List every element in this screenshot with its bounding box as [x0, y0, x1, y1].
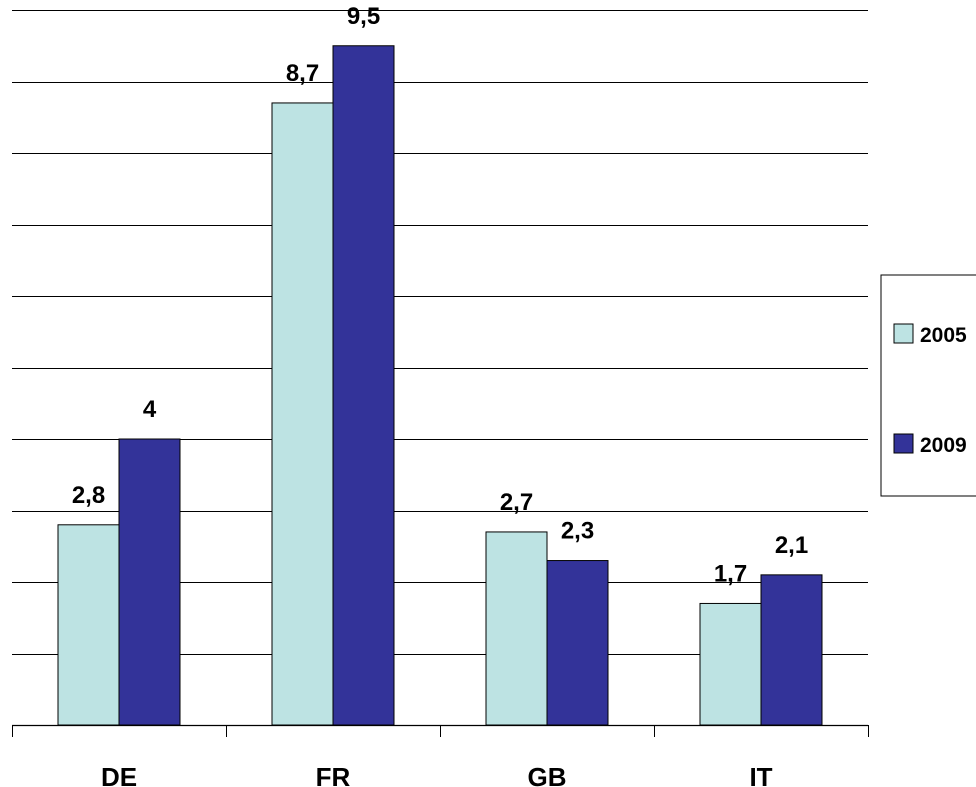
legend: 2005 2009 [880, 274, 976, 497]
x-axis: DE FR GB IT [12, 724, 869, 787]
bar-fr-2009 [332, 45, 395, 726]
legend-label-2009: 2009 [920, 434, 967, 457]
bar-it-2009 [760, 574, 823, 726]
x-tick-label-fr: FR [316, 762, 351, 787]
data-label-gb-2009: 2,3 [561, 518, 594, 545]
data-label-fr-2005: 8,7 [286, 60, 319, 87]
bar-gb-2009 [546, 560, 609, 726]
data-label-gb-2005: 2,7 [500, 489, 533, 516]
data-label-fr-2009: 9,5 [347, 3, 380, 30]
bar-de-2005 [57, 524, 120, 726]
x-tick-label-it: IT [749, 762, 772, 787]
x-tick-label-gb: GB [528, 762, 567, 787]
bar-fr-2005 [271, 102, 334, 726]
data-label-de-2005: 2,8 [72, 482, 105, 509]
data-label-it-2005: 1,7 [714, 560, 747, 587]
x-tick-label-de: DE [101, 762, 137, 787]
legend-swatch-2009 [893, 433, 914, 454]
data-labels: 2,8 4 8,7 9,5 2,7 2,3 1,7 2,1 [72, 3, 808, 588]
legend-label-2005: 2005 [920, 324, 967, 347]
bar-it-2005 [699, 602, 762, 726]
legend-swatch-2005 [893, 323, 914, 344]
bar-de-2009 [118, 438, 181, 726]
legend-box [880, 274, 976, 497]
bars [57, 45, 823, 726]
bar-gb-2005 [485, 531, 548, 726]
data-label-it-2009: 2,1 [775, 532, 808, 559]
data-label-de-2009: 4 [143, 396, 157, 423]
